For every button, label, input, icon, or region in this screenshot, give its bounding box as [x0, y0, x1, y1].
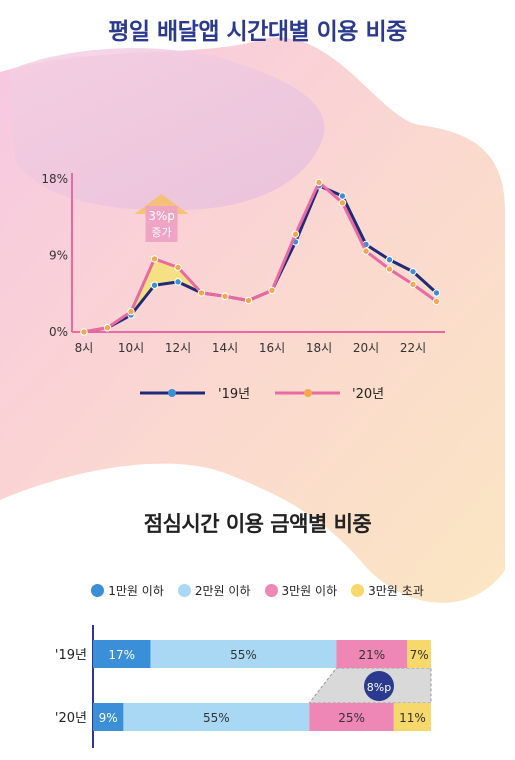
- legend-label-under-30k: 3만원 이하: [281, 584, 338, 598]
- data-point-2020: [315, 178, 323, 187]
- data-point-2020: [150, 255, 159, 263]
- x-tick-label: 12시: [165, 341, 191, 355]
- x-tick-label: 10시: [118, 341, 144, 355]
- legend-marker-2020: [304, 389, 312, 397]
- background-blob: [10, 48, 325, 211]
- data-point-2020: [221, 292, 229, 300]
- data-point-2019: [409, 267, 417, 276]
- data-point-2019: [174, 278, 182, 286]
- data-point-2019: [338, 192, 347, 200]
- data-point-2020: [385, 265, 394, 273]
- line-chart-title: 평일 배달앱 시간대별 이용 비중: [108, 19, 407, 45]
- legend-item-under-10k: 1만원 이하: [91, 582, 164, 599]
- data-point-2020: [80, 328, 88, 336]
- legend-label-under-20k: 2만원 이하: [194, 584, 251, 598]
- data-point-2020: [338, 199, 347, 207]
- data-point-2020: [362, 247, 370, 255]
- legend-item-over-30k: 3만원 초과: [351, 582, 424, 599]
- legend-item-under-20k: 2만원 이하: [177, 582, 251, 599]
- series-line-2020: [83, 180, 438, 334]
- data-point-2020: [244, 296, 253, 305]
- series-line-2019: [83, 184, 438, 334]
- data-point-2020: [174, 263, 182, 272]
- data-point-2020: [268, 286, 276, 295]
- data-point-2019: [385, 256, 394, 264]
- bar-chart-title: 점심시간 이용 금액별 비중: [143, 512, 372, 536]
- legend-swatch-under-20k: [177, 584, 191, 597]
- callout-value: 3%p: [148, 209, 175, 223]
- legend-label-over-30k: 3만원 초과: [368, 584, 424, 598]
- increase-callout: 3%p 증가: [134, 194, 189, 242]
- x-tick-label: 14시: [212, 341, 238, 355]
- data-point-2019: [432, 289, 441, 297]
- data-point-2020: [103, 324, 112, 332]
- y-tick-label: 0%: [49, 325, 68, 339]
- legend-swatch-over-30k: [351, 584, 365, 597]
- increase-highlight-area: [131, 258, 225, 315]
- bar-chart-legend: 1만원 이하 2만원 이하 3만원 이하 3만원 초과: [0, 582, 515, 599]
- x-tick-label: 8시: [75, 341, 94, 355]
- data-point-2019: [150, 281, 159, 289]
- legend-label-2019: '19년: [218, 387, 250, 402]
- callout-box: [145, 206, 178, 242]
- x-tick-label: 16시: [259, 341, 285, 355]
- x-tick-label: 22시: [400, 341, 426, 355]
- data-point-2020: [432, 297, 441, 306]
- callout-label: 증가: [151, 226, 171, 239]
- legend-swatch-under-10k: [91, 584, 105, 597]
- line-chart-legend: '19년 '20년: [140, 387, 384, 402]
- legend-label-under-10k: 1만원 이하: [108, 584, 164, 598]
- y-tick-label: 9%: [49, 249, 68, 263]
- legend-marker-2019: [168, 389, 176, 397]
- data-point-2020: [409, 280, 417, 289]
- legend-item-under-30k: 3만원 이하: [264, 582, 338, 599]
- x-tick-label: 20시: [353, 341, 379, 355]
- data-point-2020: [197, 289, 206, 297]
- y-tick-label: 18%: [41, 172, 68, 186]
- legend-label-2020: '20년: [352, 387, 384, 402]
- data-point-2020: [291, 230, 300, 238]
- x-tick-label: 18시: [306, 341, 332, 355]
- data-point-2020: [127, 307, 135, 316]
- legend-swatch-under-30k: [264, 584, 278, 597]
